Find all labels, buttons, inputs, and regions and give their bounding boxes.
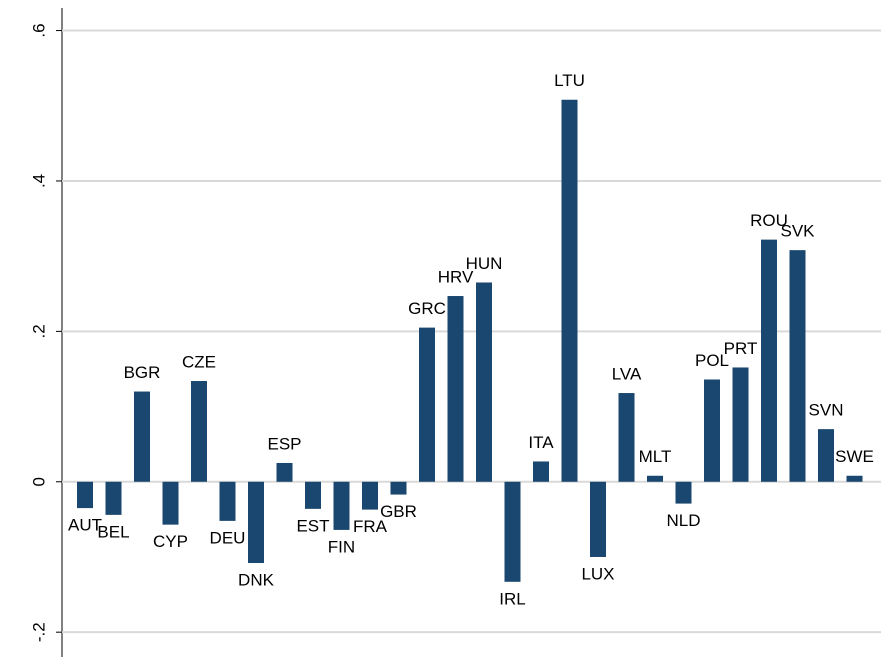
bar — [732, 367, 749, 482]
bar — [219, 481, 236, 521]
bar — [276, 462, 293, 482]
bar-label: ROU — [750, 211, 788, 230]
bar — [647, 475, 663, 482]
bar — [134, 391, 150, 482]
bar-label: FIN — [328, 537, 355, 556]
bar-label: NLD — [666, 511, 700, 530]
bar — [105, 481, 122, 515]
bar — [590, 481, 606, 557]
bar-label: LTU — [554, 71, 585, 90]
bar-label: ITA — [528, 433, 554, 452]
bar-label: SVN — [809, 401, 844, 420]
bar — [561, 99, 578, 482]
bar — [476, 282, 492, 482]
bar — [761, 239, 777, 482]
bar-label: BEL — [97, 522, 129, 541]
bar-label: FRA — [353, 517, 388, 536]
bar-label: SVK — [780, 222, 815, 241]
bar-label: EST — [296, 516, 329, 535]
bar-label: SWE — [835, 447, 874, 466]
bar — [362, 481, 378, 510]
bar — [419, 327, 435, 482]
bar-label: LUX — [581, 564, 614, 583]
bar — [77, 481, 93, 509]
bar-label: IRL — [499, 589, 525, 608]
bar — [191, 381, 207, 482]
bar-label: GBR — [380, 502, 417, 521]
bar — [675, 481, 692, 504]
y-tick-label: .6 — [29, 23, 48, 37]
bar — [333, 481, 350, 530]
bar-label: GRC — [408, 299, 446, 318]
bar — [704, 379, 720, 482]
bar — [818, 429, 834, 482]
bar — [789, 250, 806, 482]
bar-label: LVA — [612, 365, 642, 384]
bar — [162, 481, 179, 525]
bar-label: DNK — [238, 570, 275, 589]
bar-label: HRV — [438, 268, 474, 287]
bar — [533, 461, 549, 482]
bar — [390, 481, 407, 495]
bar-label: PRT — [724, 339, 758, 358]
bar-label: CZE — [182, 352, 216, 371]
y-tick-label: .2 — [29, 324, 48, 338]
bar-label: HUN — [466, 254, 503, 273]
bar — [846, 475, 863, 482]
bar-label: POL — [695, 351, 729, 370]
bar — [248, 481, 264, 563]
bar-label: AUT — [68, 516, 102, 535]
y-tick-label: .4 — [29, 174, 48, 188]
bar-label: MLT — [639, 447, 672, 466]
y-tick-label: -.2 — [29, 622, 48, 642]
bar-label: BGR — [124, 363, 161, 382]
bar — [305, 481, 321, 509]
bar — [618, 393, 635, 482]
bar-label: DEU — [210, 528, 246, 547]
bar — [504, 481, 521, 582]
bar-label: ESP — [267, 434, 301, 453]
bar — [447, 296, 464, 482]
y-tick-label: 0 — [29, 477, 48, 486]
bar-label: CYP — [153, 532, 188, 551]
